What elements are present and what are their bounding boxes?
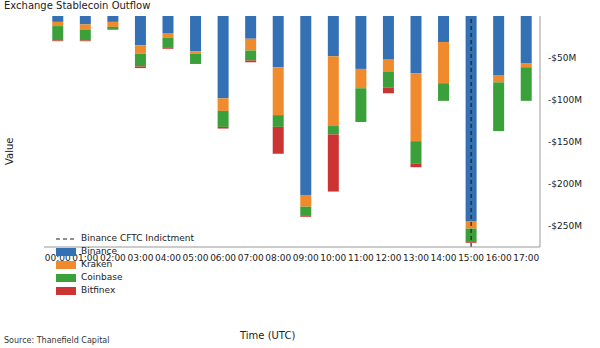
svg-text:12:00: 12:00 [375, 253, 401, 263]
svg-text:03:00: 03:00 [127, 253, 153, 263]
svg-text:14:00: 14:00 [431, 253, 457, 263]
svg-text:17:00: 17:00 [513, 253, 539, 263]
html-text:Exchange Stablecoin Outflow: Exchange Stablecoin Outflow [4, 0, 151, 11]
html-text:Bitfinex: Bitfinex [81, 285, 116, 295]
svg-text:15:00: 15:00 [458, 253, 484, 263]
html-text:Binance: Binance [81, 246, 118, 256]
svg-text:10:00: 10:00 [320, 253, 346, 263]
svg-text:13:00: 13:00 [403, 253, 429, 263]
svg-text:02:00: 02:00 [100, 253, 126, 263]
html-text:Binance CFTC Indictment: Binance CFTC Indictment [81, 233, 194, 243]
svg-text:07:00: 07:00 [238, 253, 264, 263]
html-text:Value: Value [4, 137, 15, 165]
svg-text:-$150M: -$150M [548, 137, 582, 147]
html-text:Source: Thanefield Capital: Source: Thanefield Capital [4, 336, 110, 345]
svg-text:05:00: 05:00 [183, 253, 209, 263]
svg-text:04:00: 04:00 [155, 253, 181, 263]
svg-text:-$200M: -$200M [548, 179, 582, 189]
html-text:Coinbase: Coinbase [81, 272, 123, 282]
svg-text:16:00: 16:00 [486, 253, 512, 263]
svg-text:06:00: 06:00 [210, 253, 236, 263]
svg-text:-$250M: -$250M [548, 221, 582, 231]
html-text:Kraken: Kraken [81, 259, 113, 269]
html-text:Time (UTC): Time (UTC) [240, 330, 296, 341]
svg-text:09:00: 09:00 [293, 253, 319, 263]
svg-text:00:00: 00:00 [45, 253, 71, 263]
svg-text:11:00: 11:00 [348, 253, 374, 263]
svg-text:08:00: 08:00 [265, 253, 291, 263]
svg-text:-$50M: -$50M [548, 53, 576, 63]
svg-text:-$100M: -$100M [548, 95, 582, 105]
svg-text:01:00: 01:00 [72, 253, 98, 263]
